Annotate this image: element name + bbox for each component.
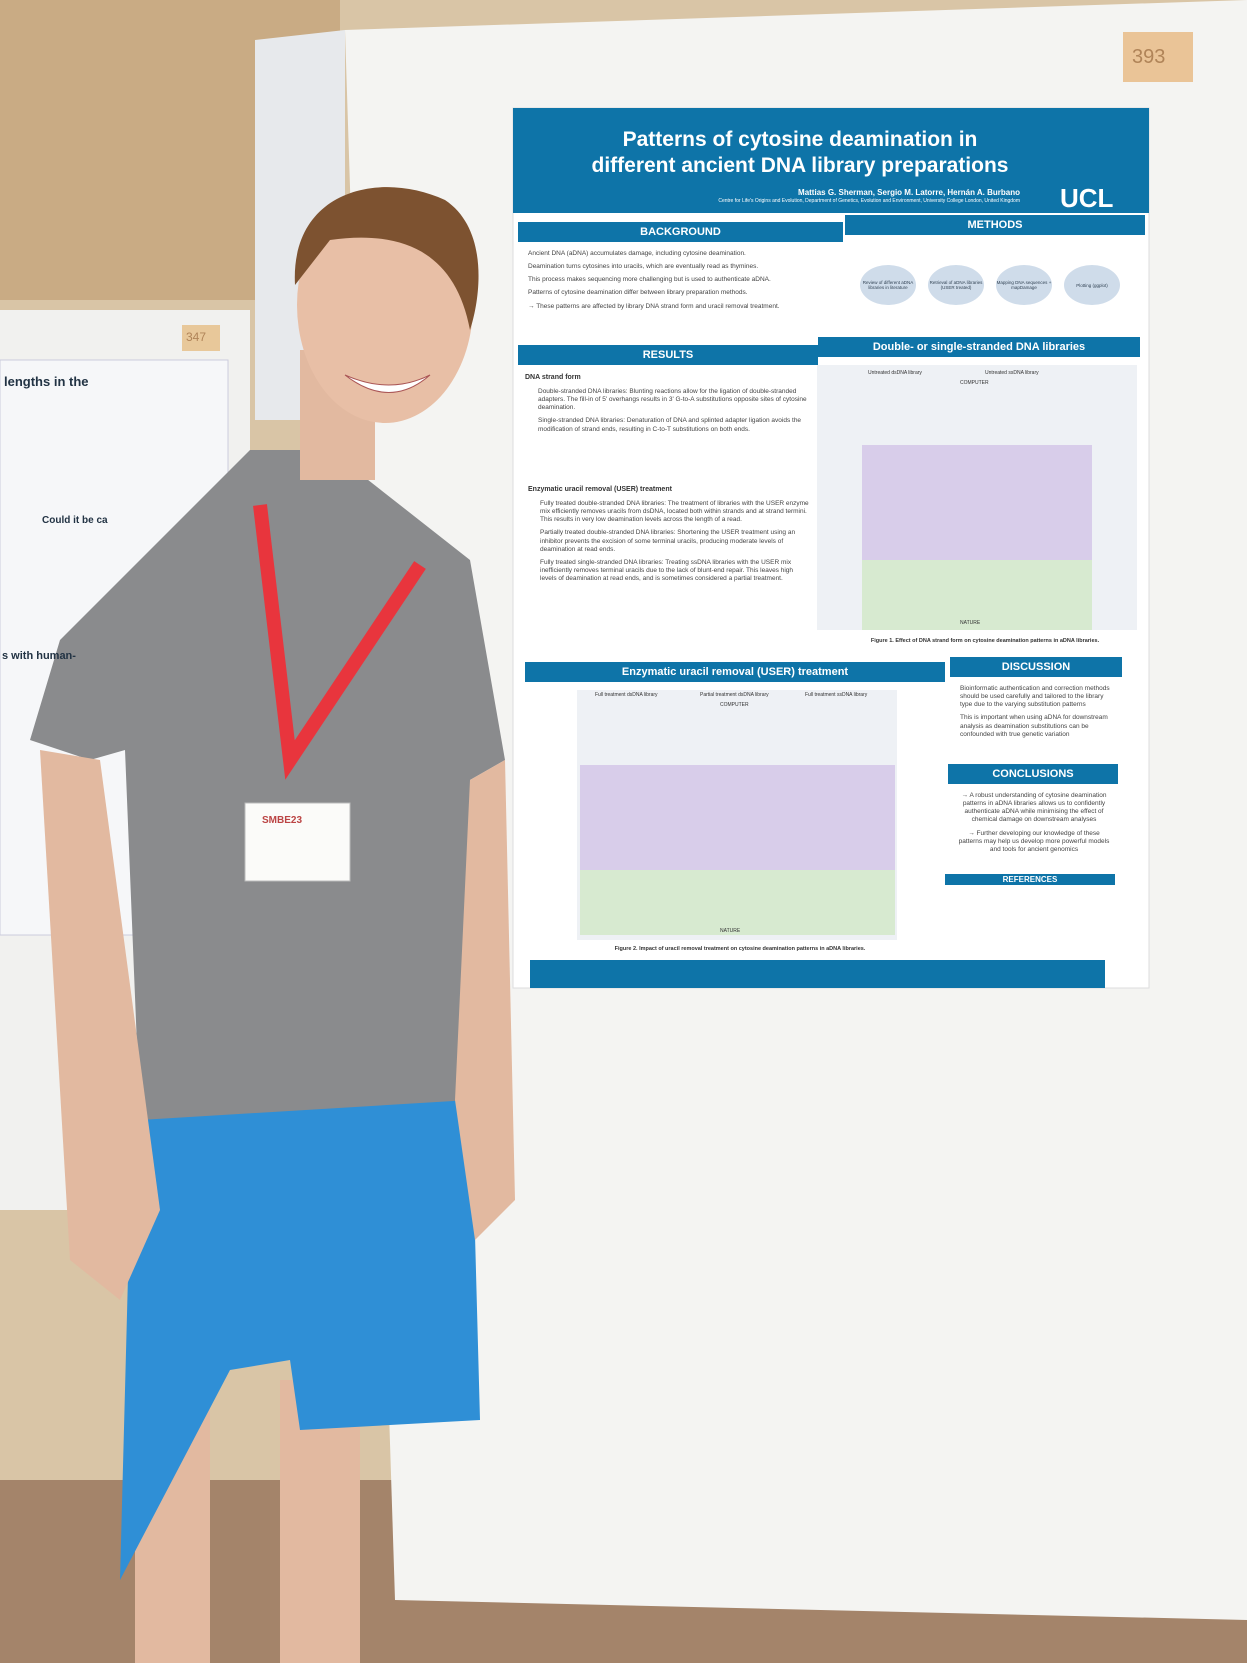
list-item: Fully treated double-stranded DNA librar…: [540, 500, 809, 524]
panel-label: Untreated ssDNA library: [985, 370, 1039, 376]
list-item: Bioinformatic authentication and correct…: [960, 685, 1110, 709]
figure-2-lab-box: [580, 765, 895, 870]
panel-label: Full treatment ssDNA library: [805, 692, 868, 698]
arm: [455, 760, 515, 1240]
list-item: → These patterns are affected by library…: [528, 302, 780, 310]
panel-label: NATURE: [720, 928, 741, 934]
panel-label: Untreated dsDNA library: [868, 370, 922, 376]
smile: [344, 374, 431, 393]
paragraphs: Fully treated double-stranded DNA librar…: [540, 500, 810, 588]
poster-footer: [530, 960, 1105, 988]
neighbor-title: lengths in the: [4, 374, 89, 389]
list-item: This process makes sequencing more chall…: [528, 276, 771, 284]
neighbor-subheading: Could it be ca: [42, 515, 108, 526]
list-item: Patterns of cytosine deamination differ …: [528, 289, 748, 297]
poster-title: Patterns of cytosine deamination in diff…: [591, 128, 1009, 178]
section-heading: METHODS: [845, 215, 1145, 235]
subheading: Enzymatic uracil removal (USER) treatmen…: [528, 486, 672, 493]
section-heading: Enzymatic uracil removal (USER) treatmen…: [525, 662, 945, 682]
method-step: Retrieval of aDNA libraries (USER treate…: [928, 265, 984, 305]
subheading: DNA strand form: [525, 374, 581, 381]
panel-label: Full treatment dsDNA library: [595, 692, 658, 698]
figure-caption: Figure 1. Effect of DNA strand form on c…: [870, 638, 1100, 644]
method-step: Review of different aDNA libraries in li…: [860, 265, 916, 305]
panel-label: Partial treatment dsDNA library: [700, 692, 769, 698]
section-heading: CONCLUSIONS: [948, 764, 1118, 784]
board-number-tag: [1123, 32, 1193, 82]
neighbor-fragment: s with human-: [2, 650, 76, 662]
poster-banner: [513, 108, 1149, 213]
bullet-list: Ancient DNA (aDNA) accumulates damage, i…: [528, 250, 828, 316]
list-item: Ancient DNA (aDNA) accumulates damage, i…: [528, 250, 746, 257]
badge-event: SMBE23: [262, 815, 303, 826]
section-heading: RESULTS: [518, 345, 818, 365]
shorts: [120, 1050, 480, 1580]
hair: [294, 187, 479, 330]
arm: [40, 750, 160, 1300]
list-item: Single-stranded DNA libraries: Denaturat…: [538, 417, 802, 433]
list-item: → Further developing our knowledge of th…: [958, 829, 1110, 853]
poster-affiliation: Centre for Life's Origins and Evolution,…: [718, 198, 1020, 204]
list-item: Fully treated single-stranded DNA librar…: [540, 558, 794, 582]
panel-label: COMPUTER: [960, 380, 989, 386]
section-heading: BACKGROUND: [518, 222, 843, 242]
neighbor-board-number: 347: [186, 330, 207, 344]
panel-label: COMPUTER: [720, 702, 749, 708]
list-item: Partially treated double-stranded DNA li…: [540, 529, 796, 553]
bullet-list: Bioinformatic authentication and correct…: [960, 685, 1110, 744]
list-item: Double-stranded DNA libraries: Blunting …: [538, 388, 807, 412]
figure-2-nature-box: [580, 870, 895, 935]
figure-1-lab-box: [862, 445, 1092, 560]
section-heading: Double- or single-stranded DNA libraries: [818, 337, 1140, 357]
panel-label: NATURE: [960, 620, 981, 626]
list-item: Deamination turns cytosines into uracils…: [528, 263, 759, 271]
section-heading: REFERENCES: [945, 874, 1115, 885]
paragraphs: Double-stranded DNA libraries: Blunting …: [538, 388, 808, 439]
poster-logo: UCL: [1060, 183, 1114, 213]
figure-caption: Figure 2. Impact of uracil removal treat…: [614, 946, 866, 952]
list-item: → A robust understanding of cytosine dea…: [961, 792, 1107, 824]
figure-1-nature-box: [862, 560, 1092, 630]
section-heading: DISCUSSION: [950, 657, 1122, 677]
lanyard: [253, 504, 426, 780]
list-item: This is important when using aDNA for do…: [960, 714, 1108, 738]
name-badge: [244, 802, 351, 882]
method-step: Mapping DNA sequences + mapDamage: [996, 265, 1052, 305]
bullet-list: → A robust understanding of cytosine dea…: [958, 792, 1110, 859]
board-number: 393: [1132, 46, 1166, 68]
method-step: Plotting (ggplot): [1064, 265, 1120, 305]
poster-authors: Mattias G. Sherman, Sergio M. Latorre, H…: [798, 188, 1020, 197]
neighbor-number-tag: [182, 325, 220, 351]
